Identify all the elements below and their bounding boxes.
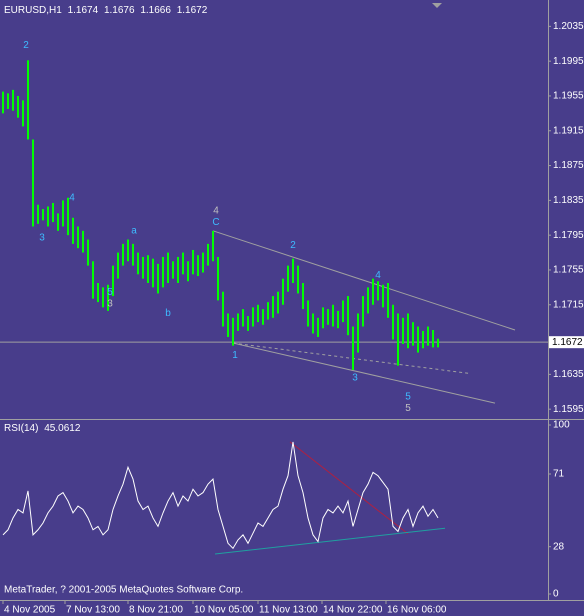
indicator-line [2,441,439,550]
y-tick-label: 1.1755 [553,265,584,276]
wave-label: 4 [213,205,219,216]
y-tick-label: 1.1835 [553,195,584,206]
wave-label: 4 [375,270,381,281]
y-tick-label: 1.1995 [553,56,584,67]
wave-label: 3 [39,232,45,243]
indicator-header: RSI(14) 45.0612 [4,423,81,434]
wave-label: 3 [107,299,113,310]
wave-label: 5 [405,392,411,403]
y-tick-label: 71 [553,469,565,480]
y-tick-label: 1.1715 [553,299,584,310]
y-tick-label: 1.1915 [553,125,584,136]
x-tick-label: 7 Nov 13:00 [66,605,120,616]
x-tick-label: 16 Nov 06:00 [387,605,447,616]
y-tick-label: 1.1875 [553,160,584,171]
symbol: EURUSD,H1 [4,5,62,16]
trendline [232,342,471,374]
trendline [289,441,409,535]
footer: MetaTrader, ? 2001-2005 MetaQuotes Softw… [4,585,243,596]
trendline [214,527,446,555]
y-tick-label: 1.1635 [553,369,584,380]
quote: 1.1674 [68,5,99,16]
wave-label: 2 [23,40,29,51]
y-tick-label: 28 [553,541,565,552]
wave-label: 5 [405,403,411,414]
wave-label: 3 [352,372,358,383]
quote: 1.1672 [177,5,208,16]
y-tick-label: 0 [553,589,559,600]
wave-label: b [165,308,171,319]
wave-label: a [131,225,137,236]
wave-label: 2 [290,240,296,251]
y-tick-label: 1.2035 [553,21,584,32]
wave-label: 5 [107,287,113,298]
wave-label: 1 [232,350,238,361]
y-tick-label: 1.1795 [553,230,584,241]
x-tick-label: 8 Nov 21:00 [129,605,183,616]
x-tick-label: 14 Nov 22:00 [323,605,383,616]
y-tick-label: 100 [553,420,570,431]
trendline [232,342,496,404]
last-price-box [549,336,584,349]
indicator-value: 45.0612 [44,423,81,434]
quote: 1.1666 [140,5,171,16]
trendline [212,230,516,331]
shift-marker [432,3,442,8]
wave-label: 4 [69,192,75,203]
x-tick-label: 11 Nov 13:00 [259,605,318,616]
x-tick-label: 10 Nov 05:00 [194,605,254,616]
wave-label: C [212,217,219,228]
chart-header: EURUSD,H1 1.1674 1.1676 1.1666 1.1672 [4,5,208,16]
x-tick-label: 4 Nov 2005 [4,605,56,616]
y-tick-label: 1.1955 [553,91,584,102]
indicator-name: RSI(14) [4,423,38,434]
quote: 1.1676 [104,5,135,16]
y-tick-label: 1.1595 [553,404,584,415]
last-price-label: 1.1672 [552,337,583,348]
